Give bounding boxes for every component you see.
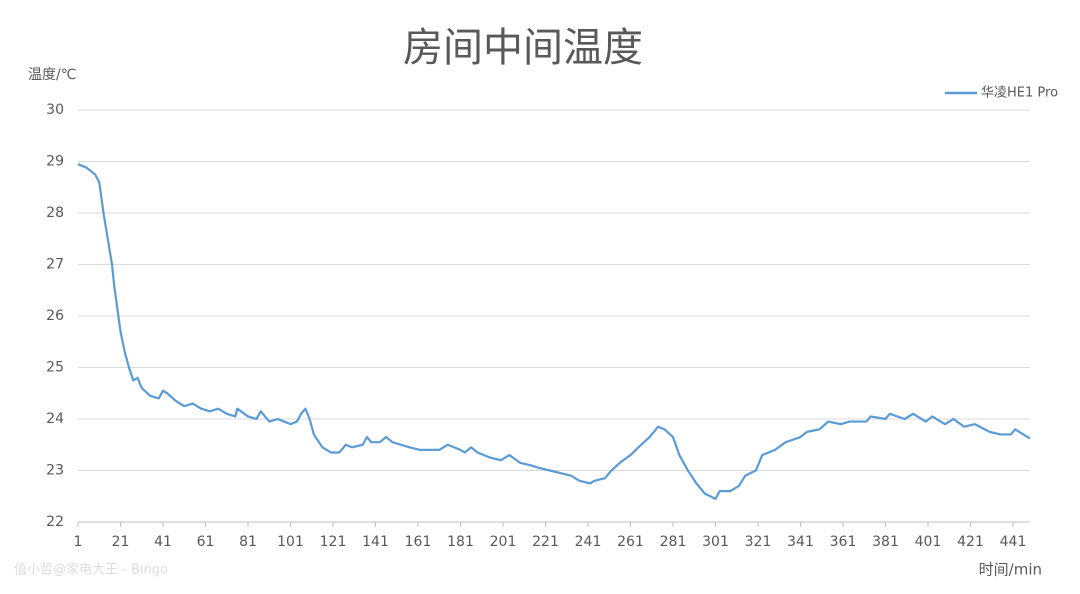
x-tick-label: 101 [277,534,304,550]
x-tick-label: 241 [575,534,602,550]
x-tick-label: 421 [957,534,984,550]
x-tick-label: 181 [447,534,474,550]
y-tick-label: 28 [46,205,64,221]
y-tick-label: 22 [46,514,64,530]
chart-title: 房间中间温度 [403,25,643,71]
x-tick-label: 221 [532,534,559,550]
legend-label: 华凌HE1 Pro [981,86,1058,101]
x-tick-label: 201 [490,534,517,550]
x-tick-label: 281 [660,534,687,550]
x-tick-label: 161 [405,534,432,550]
y-tick-label: 23 [46,463,64,479]
y-tick-label: 24 [46,411,64,427]
x-tick-label: 1 [74,534,83,550]
x-tick-label: 21 [112,534,130,550]
x-tick-label: 361 [830,534,857,550]
x-tick-label: 441 [1000,534,1027,550]
y-tick-label: 26 [46,308,64,324]
data-line [77,163,1031,500]
x-tick-label: 121 [320,534,347,550]
y-axis-label: 温度/℃ [28,67,76,83]
x-tick-label: 41 [154,534,172,550]
x-tick-label: 81 [239,534,257,550]
x-tick-label: 301 [702,534,729,550]
x-tick-label: 381 [872,534,899,550]
y-tick-label: 29 [46,154,64,170]
y-tick-label: 27 [46,257,64,273]
x-tick-label: 261 [617,534,644,550]
x-tick-label: 401 [915,534,942,550]
x-tick-label: 321 [745,534,772,550]
watermark: 值小哲@家电大王 - Bingo [14,562,168,578]
y-tick-label: 25 [46,360,64,376]
x-axis-label: 时间/min [979,561,1042,579]
x-tick-label: 61 [197,534,215,550]
x-tick-label: 341 [787,534,814,550]
x-tick-label: 141 [362,534,389,550]
y-tick-label: 30 [46,102,64,118]
